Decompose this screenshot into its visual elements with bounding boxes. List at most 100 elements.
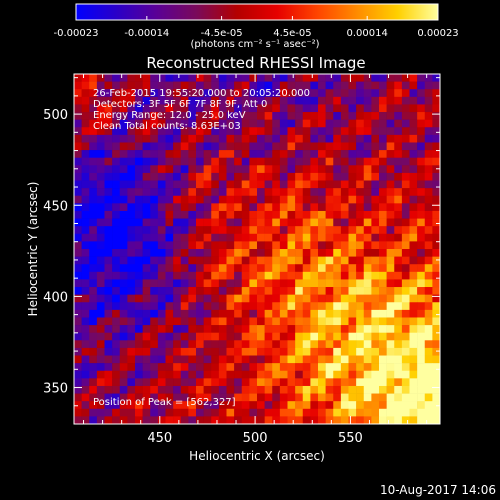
- heatmap-cell: [249, 325, 258, 333]
- heatmap-cell: [165, 74, 174, 82]
- heatmap-cell: [279, 393, 288, 402]
- heatmap-cell: [249, 302, 258, 311]
- heatmap-cell: [196, 233, 204, 242]
- heatmap-cell: [241, 134, 250, 143]
- heatmap-cell: [432, 271, 441, 280]
- heatmap-cell: [135, 104, 143, 113]
- heatmap-cell: [135, 340, 143, 349]
- heatmap-cell: [386, 165, 395, 174]
- heatmap-cell: [333, 218, 342, 227]
- heatmap-cell: [356, 157, 365, 166]
- heatmap-cell: [234, 165, 243, 174]
- heatmap-image: [74, 74, 441, 425]
- heatmap-cell: [203, 256, 212, 265]
- heatmap-cell: [257, 294, 265, 303]
- heatmap-cell: [112, 203, 121, 212]
- heatmap-cell: [363, 271, 372, 280]
- heatmap-cell: [119, 256, 128, 265]
- heatmap-cell: [96, 264, 105, 273]
- heatmap-cell: [234, 157, 243, 166]
- heatmap-cell: [257, 264, 265, 273]
- heatmap-cell: [96, 241, 105, 250]
- heatmap-cell: [89, 180, 98, 189]
- heatmap-cell: [295, 249, 304, 257]
- heatmap-cell: [173, 142, 182, 151]
- heatmap-cell: [371, 355, 380, 364]
- heatmap-cell: [226, 385, 235, 394]
- heatmap-cell: [119, 74, 128, 82]
- heatmap-cell: [356, 347, 365, 356]
- heatmap-cell: [89, 401, 98, 410]
- heatmap-cell: [409, 226, 418, 235]
- heatmap-cell: [241, 264, 250, 273]
- heatmap-cell: [135, 150, 143, 158]
- heatmap-cell: [104, 226, 113, 235]
- heatmap-cell: [333, 347, 342, 356]
- heatmap-cell: [363, 347, 372, 356]
- heatmap-cell: [340, 89, 349, 98]
- heatmap-cell: [81, 317, 90, 326]
- heatmap-cell: [379, 385, 387, 394]
- heatmap-cell: [409, 401, 418, 410]
- heatmap-cell: [287, 287, 296, 295]
- heatmap-cell: [424, 81, 433, 90]
- colorbar: [75, 3, 439, 21]
- heatmap-cell: [417, 401, 426, 410]
- heatmap-cell: [89, 416, 98, 425]
- heatmap-cell: [104, 218, 113, 227]
- heatmap-cell: [96, 279, 105, 288]
- heatmap-cell: [333, 96, 342, 105]
- heatmap-cell: [371, 150, 380, 158]
- heatmap-cell: [241, 241, 250, 250]
- heatmap-cell: [295, 294, 304, 303]
- heatmap-cell: [386, 401, 395, 410]
- heatmap-cell: [325, 142, 334, 151]
- heatmap-cell: [310, 180, 319, 189]
- heatmap-cell: [417, 81, 426, 90]
- heatmap-cell: [371, 249, 380, 257]
- heatmap-cell: [295, 104, 304, 113]
- heatmap-cell: [302, 294, 311, 303]
- heatmap-cell: [218, 134, 227, 143]
- heatmap-cell: [409, 347, 418, 356]
- y-tick-label: 500: [43, 108, 68, 123]
- heatmap-cell: [386, 363, 395, 372]
- heatmap-cell: [173, 157, 182, 166]
- heatmap-cell: [264, 401, 273, 410]
- heatmap-cell: [310, 203, 319, 212]
- heatmap-cell: [218, 203, 227, 212]
- heatmap-cell: [96, 393, 105, 402]
- heatmap-cell: [264, 89, 273, 98]
- heatmap-cell: [371, 210, 380, 219]
- heatmap-cell: [287, 157, 296, 166]
- heatmap-cell: [211, 81, 220, 90]
- heatmap-cell: [287, 74, 296, 82]
- heatmap-cell: [264, 287, 273, 295]
- heatmap-cell: [348, 249, 357, 257]
- heatmap-cell: [127, 287, 136, 295]
- heatmap-cell: [234, 210, 243, 219]
- heatmap-cell: [173, 241, 182, 250]
- heatmap-cell: [424, 188, 433, 197]
- heatmap-cell: [135, 271, 143, 280]
- heatmap-cell: [379, 157, 387, 166]
- heatmap-cell: [409, 89, 418, 98]
- heatmap-cell: [157, 370, 166, 379]
- heatmap-cell: [401, 157, 410, 166]
- heatmap-cell: [203, 142, 212, 151]
- heatmap-cell: [104, 309, 113, 318]
- heatmap-cell: [295, 363, 304, 372]
- heatmap-cell: [409, 188, 418, 197]
- heatmap-cell: [89, 370, 98, 379]
- heatmap-cell: [287, 241, 296, 250]
- heatmap-cell: [325, 157, 334, 166]
- heatmap-cell: [249, 81, 258, 90]
- heatmap-cell: [119, 226, 128, 235]
- heatmap-cell: [188, 134, 197, 143]
- heatmap-cell: [363, 203, 372, 212]
- heatmap-cell: [119, 165, 128, 174]
- heatmap-cell: [112, 127, 121, 136]
- heatmap-cell: [142, 157, 151, 166]
- heatmap-cell: [142, 150, 151, 158]
- heatmap-cell: [104, 370, 113, 379]
